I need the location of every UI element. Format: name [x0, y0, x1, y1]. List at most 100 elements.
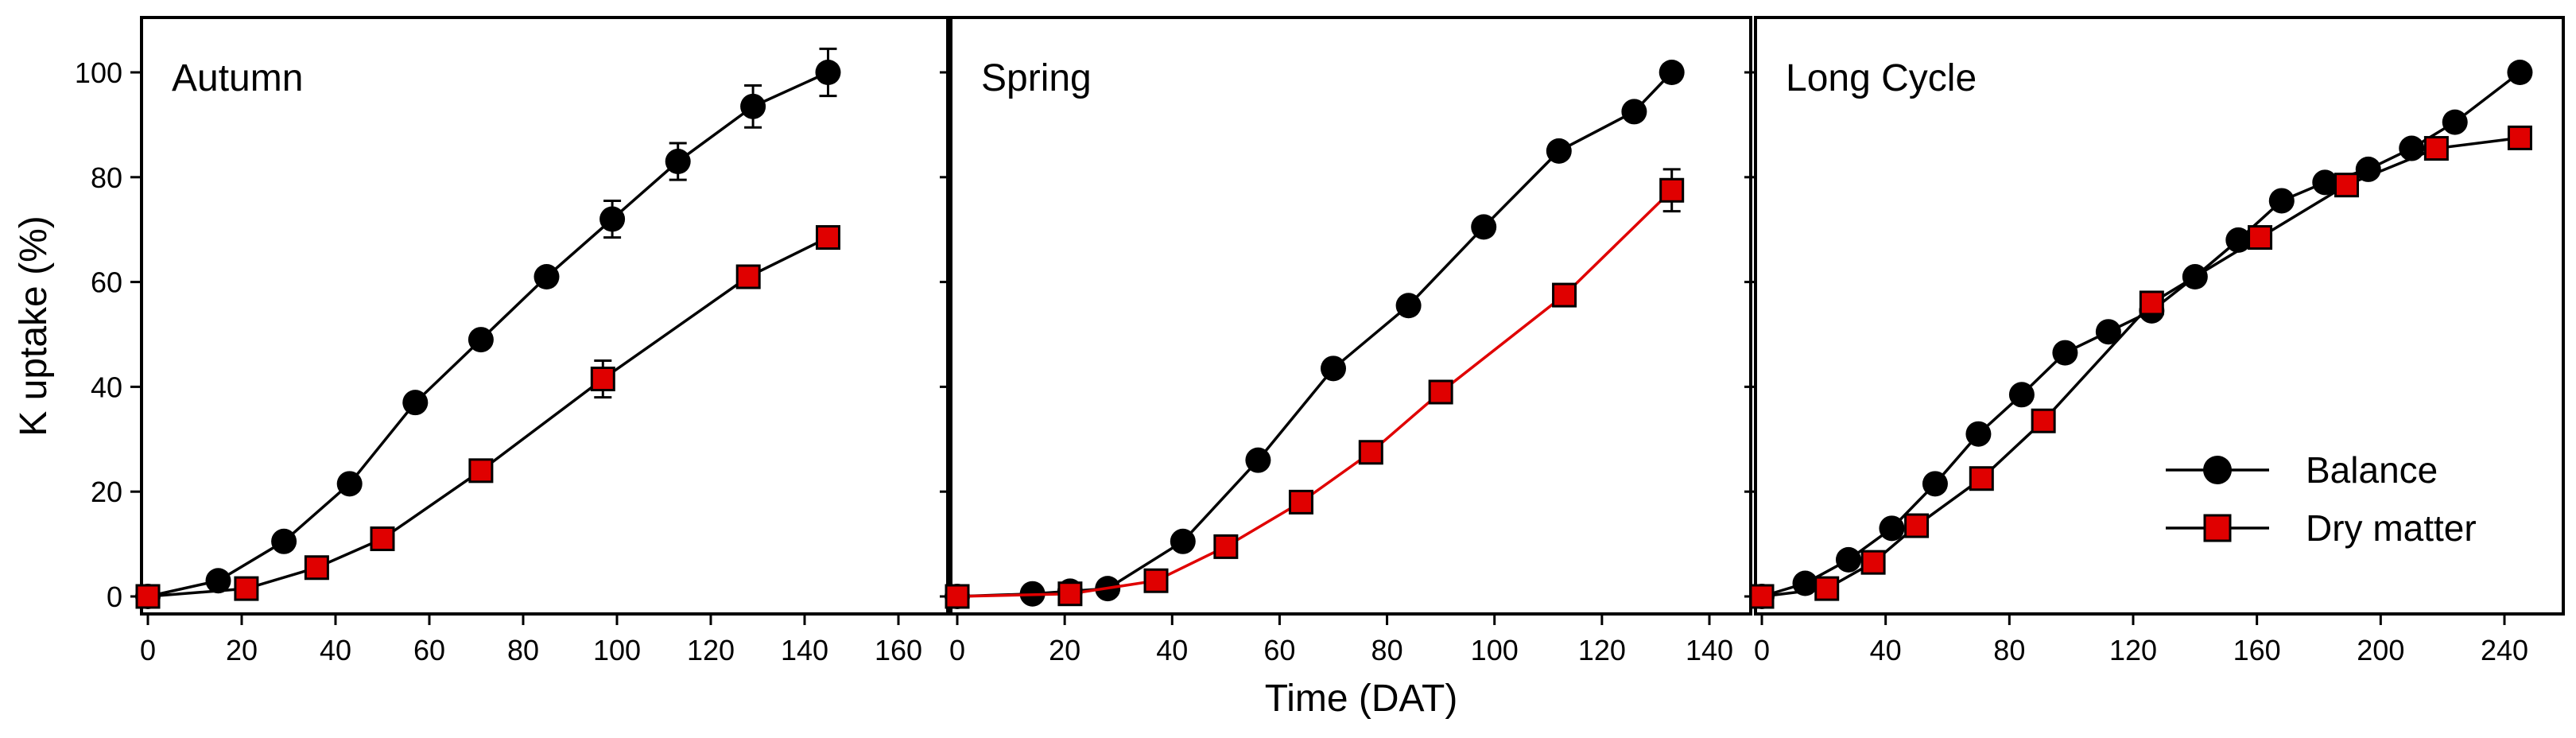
- data-point-dry-matter: [1428, 379, 1453, 405]
- data-point-dry-matter: [1860, 550, 1886, 575]
- data-point-balance: [2268, 188, 2295, 214]
- data-point-dry-matter: [1213, 534, 1239, 559]
- data-point-dry-matter: [1552, 282, 1577, 308]
- series-balance: [135, 47, 841, 609]
- data-point-dry-matter: [735, 264, 761, 289]
- data-point-dry-matter: [1969, 466, 1994, 491]
- data-point-balance: [815, 60, 841, 85]
- x-tick-label: 20: [1049, 634, 1080, 666]
- y-tick-label: 40: [91, 371, 122, 403]
- data-point-balance: [1922, 471, 1948, 497]
- data-point-balance: [271, 528, 297, 554]
- x-tick-label: 80: [1371, 634, 1403, 666]
- legend: Balance Dry matter: [2166, 449, 2477, 549]
- x-tick-label: 140: [781, 634, 828, 666]
- panel-frame: [949, 16, 1752, 616]
- x-tick-label: 80: [1993, 634, 2025, 666]
- data-point-balance: [1965, 421, 1992, 447]
- x-tick-label: 120: [2109, 634, 2157, 666]
- data-point-balance: [665, 149, 691, 175]
- data-point-balance: [1879, 515, 1905, 542]
- data-point-dry-matter: [135, 584, 161, 609]
- data-point-balance: [599, 206, 626, 232]
- x-tick-label: 0: [1754, 634, 1770, 666]
- x-tick-label: 120: [1578, 634, 1626, 666]
- x-tick-label: 100: [1471, 634, 1519, 666]
- data-point-dry-matter: [2248, 225, 2273, 251]
- data-point-balance: [2052, 340, 2078, 366]
- data-point-dry-matter: [1659, 177, 1685, 203]
- data-point-dry-matter: [1358, 440, 1383, 465]
- data-point-balance: [1546, 138, 1572, 164]
- x-tick-label: 0: [949, 634, 965, 666]
- data-point-balance: [336, 471, 363, 497]
- data-point-balance: [2442, 109, 2468, 135]
- data-point-dry-matter: [2031, 408, 2056, 433]
- x-tick-label: 100: [593, 634, 641, 666]
- series-dry-matter: [945, 168, 1685, 609]
- data-point-dry-matter: [2507, 125, 2532, 150]
- data-point-balance: [2008, 382, 2035, 408]
- panel-frame: [140, 16, 949, 616]
- series-balance: [945, 60, 1685, 609]
- data-point-dry-matter: [1814, 576, 1840, 601]
- y-tick-label: 0: [107, 581, 122, 613]
- data-point-balance: [1245, 447, 1271, 473]
- data-point-balance: [1321, 355, 1346, 382]
- data-point-balance: [2507, 60, 2533, 85]
- data-point-balance: [402, 390, 429, 416]
- data-point-balance: [1835, 546, 1861, 573]
- x-tick-label: 40: [1156, 634, 1188, 666]
- data-point-balance: [1658, 60, 1685, 85]
- data-point-dry-matter: [945, 584, 970, 609]
- data-point-balance: [2312, 169, 2338, 196]
- x-tick-label: 60: [413, 634, 445, 666]
- x-tick-label: 20: [226, 634, 258, 666]
- data-point-balance: [533, 264, 560, 290]
- panel-spring: Spring 0 20 40 60 80 100 120 140: [940, 16, 1752, 666]
- data-point-balance: [1170, 528, 1196, 554]
- x-tick-label: 80: [507, 634, 539, 666]
- panel-frame: [1754, 16, 2565, 616]
- data-point-dry-matter: [1288, 489, 1313, 515]
- data-point-dry-matter: [1057, 581, 1083, 607]
- legend-marker-balance: [2203, 456, 2232, 484]
- data-point-dry-matter: [2423, 136, 2449, 161]
- data-point-dry-matter: [304, 555, 329, 581]
- data-point-dry-matter: [2334, 173, 2360, 198]
- x-tick-label: 40: [320, 634, 351, 666]
- x-tick-label: 40: [1870, 634, 1902, 666]
- data-point-dry-matter: [370, 526, 395, 552]
- x-tick-label: 160: [2233, 634, 2281, 666]
- x-tick-label: 60: [1263, 634, 1295, 666]
- data-point-dry-matter: [1904, 513, 1930, 538]
- data-point-balance: [2095, 319, 2121, 345]
- x-tick-label: 160: [875, 634, 922, 666]
- data-point-balance: [740, 93, 766, 119]
- legend-marker-dry-matter: [2203, 514, 2232, 542]
- data-point-balance: [1621, 99, 1647, 125]
- panel-long-cycle: Long Cycle 0 40 80 120 160 200 240: [1744, 16, 2565, 666]
- data-point-balance: [205, 568, 231, 594]
- x-tick-label: 120: [687, 634, 735, 666]
- y-axis-title: K uptake (%): [13, 216, 55, 436]
- data-point-dry-matter: [590, 367, 615, 392]
- data-point-dry-matter: [234, 576, 259, 601]
- series-line-dry-matter: [147, 236, 829, 598]
- legend-label-dry-matter: Dry matter: [2306, 507, 2477, 549]
- data-point-dry-matter: [1749, 584, 1775, 609]
- legend-label-balance: Balance: [2306, 449, 2438, 491]
- series-dry-matter: [1749, 125, 2532, 609]
- data-point-balance: [1471, 214, 1497, 240]
- x-tick-label: 0: [140, 634, 156, 666]
- y-tick-label: 100: [75, 56, 122, 89]
- data-point-dry-matter: [1143, 568, 1169, 593]
- y-tick-label: 20: [91, 476, 122, 508]
- x-tick-label: 140: [1686, 634, 1733, 666]
- data-point-dry-matter: [2139, 290, 2164, 316]
- data-point-balance: [1395, 293, 1422, 319]
- panel-title: Spring: [981, 57, 1092, 99]
- series-dry-matter: [135, 225, 840, 609]
- x-tick-label: 240: [2481, 634, 2528, 666]
